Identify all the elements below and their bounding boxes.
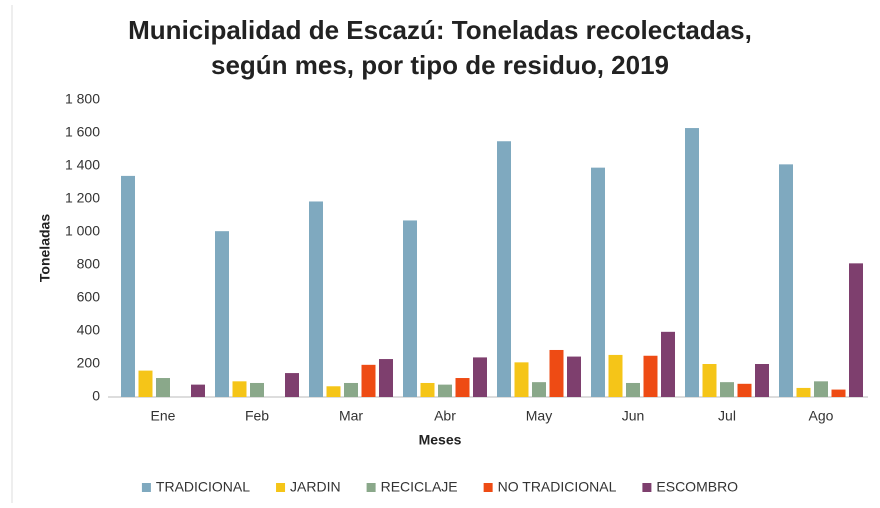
bar (661, 331, 675, 397)
x-tick-label: Mar (339, 408, 363, 424)
bar (737, 383, 752, 397)
bar (473, 357, 487, 397)
legend-label: ESCOMBRO (656, 479, 738, 495)
bar (191, 384, 205, 397)
chart-title: según mes, por tipo de residuo, 2019 (211, 50, 669, 80)
x-tick-label: Abr (434, 408, 456, 424)
bar (849, 263, 863, 397)
chart-title: Municipalidad de Escazú: Toneladas recol… (128, 15, 752, 45)
bar (232, 381, 247, 397)
legend-swatch (483, 483, 493, 492)
bar (309, 201, 323, 397)
bar (121, 175, 135, 397)
bar (215, 231, 229, 397)
y-tick-label: 200 (77, 355, 101, 371)
bar (796, 387, 811, 397)
y-tick-label: 1 200 (65, 190, 100, 206)
bar (779, 164, 793, 397)
bar (626, 382, 640, 397)
bar (403, 220, 417, 397)
bar (438, 384, 452, 397)
legend-swatch (276, 483, 286, 492)
bar (344, 382, 358, 397)
y-tick-label: 1 600 (65, 124, 100, 140)
bar (567, 356, 581, 397)
bar (138, 370, 153, 397)
bar (497, 141, 511, 397)
bar (702, 364, 717, 397)
bar (755, 364, 769, 397)
bar (250, 382, 264, 397)
x-tick-label: Feb (245, 408, 269, 424)
legend-swatch (642, 483, 652, 492)
legend-label: JARDIN (290, 479, 341, 495)
bar (831, 389, 846, 397)
y-tick-label: 600 (77, 289, 101, 305)
bar (420, 382, 435, 397)
bar (361, 364, 376, 397)
y-tick-label: 800 (77, 256, 101, 272)
x-tick-label: May (526, 408, 552, 424)
x-tick-label: Ago (809, 408, 834, 424)
bar (549, 349, 564, 397)
x-axis-title: Meses (419, 432, 462, 448)
bar (326, 386, 341, 397)
y-tick-label: 400 (77, 322, 101, 338)
bar (285, 373, 299, 397)
bar (591, 167, 605, 397)
x-tick-label: Jun (622, 408, 645, 424)
bar (532, 382, 546, 397)
bar (720, 382, 734, 397)
legend-swatch (141, 483, 151, 492)
x-tick-label: Ene (151, 408, 176, 424)
y-tick-label: 1 800 (65, 91, 100, 107)
bar (814, 381, 828, 397)
bar (643, 355, 658, 397)
legend-label: TRADICIONAL (156, 479, 250, 495)
y-tick-label: 1 000 (65, 223, 100, 239)
legend-label: NO TRADICIONAL (498, 479, 617, 495)
x-tick-label: Jul (718, 408, 736, 424)
bar (685, 128, 699, 398)
y-tick-label: 0 (92, 388, 100, 404)
bar (455, 378, 470, 397)
bar (514, 362, 529, 397)
y-tick-label: 1 400 (65, 157, 100, 173)
bar (156, 378, 170, 397)
bar (379, 359, 393, 397)
y-axis-title: Toneladas (37, 214, 53, 282)
legend-label: RECICLAJE (381, 479, 458, 495)
bar (608, 354, 623, 397)
legend-swatch (366, 483, 376, 492)
